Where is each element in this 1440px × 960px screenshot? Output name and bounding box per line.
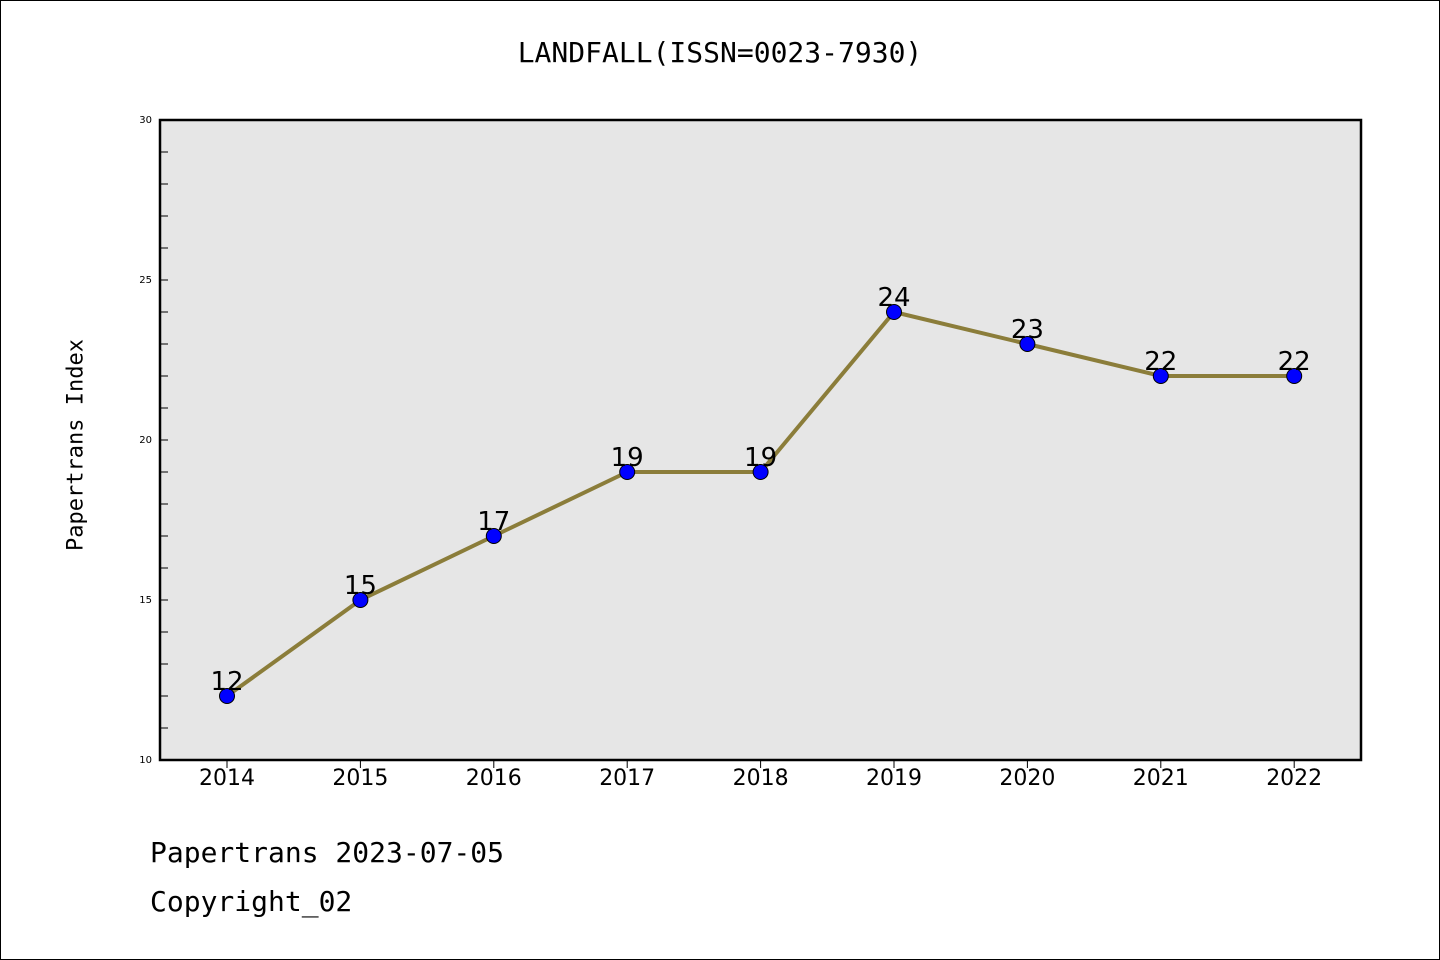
plot-area: [160, 120, 1361, 760]
data-point: [1286, 368, 1303, 384]
footer-copyright: Copyright_02: [150, 885, 353, 918]
x-tick-label: 2022: [1266, 766, 1322, 791]
data-point: [485, 528, 502, 544]
data-label: 17: [477, 507, 510, 537]
data-label: 15: [344, 571, 377, 601]
data-point: [886, 304, 902, 320]
data-point: [352, 592, 369, 608]
x-tick-label: 2015: [332, 766, 388, 791]
data-label: 22: [1278, 347, 1311, 377]
y-tick-label: 10: [139, 755, 152, 766]
x-axis: 2014 2015 2016 2017 2018 2019 2020 2021 2022: [199, 760, 1322, 791]
data-label: 22: [1144, 347, 1177, 377]
x-tick-label: 2014: [199, 766, 255, 791]
x-tick-label: 2018: [733, 766, 789, 791]
data-point: [1019, 336, 1036, 352]
x-tick-label: 2017: [599, 766, 655, 791]
data-label: 12: [210, 667, 243, 697]
data-label: 19: [744, 443, 777, 473]
chart-title: LANDFALL(ISSN=0023-7930): [517, 36, 923, 69]
y-tick-label: 25: [139, 275, 152, 286]
data-point: [619, 464, 636, 480]
data-point: [219, 688, 235, 704]
footer-date: Papertrans 2023-07-05: [150, 836, 505, 869]
data-label: 19: [611, 443, 644, 473]
data-labels: 12 15 17 19 19 24 23 22 22: [210, 283, 1310, 697]
x-tick-label: 2021: [1133, 766, 1189, 791]
series-markers: [219, 304, 1303, 704]
plot-border: [158, 118, 1363, 762]
y-tick-label: 20: [139, 435, 152, 446]
data-point: [752, 464, 769, 480]
data-label: 23: [1011, 315, 1044, 345]
x-tick-label: 2020: [999, 766, 1055, 791]
data-point: [1152, 368, 1169, 384]
y-tick-label: 15: [139, 595, 152, 606]
data-label: 24: [877, 283, 910, 313]
x-tick-label: 2019: [866, 766, 922, 791]
x-tick-label: 2016: [466, 766, 522, 791]
y-tick-label: 30: [139, 115, 152, 126]
